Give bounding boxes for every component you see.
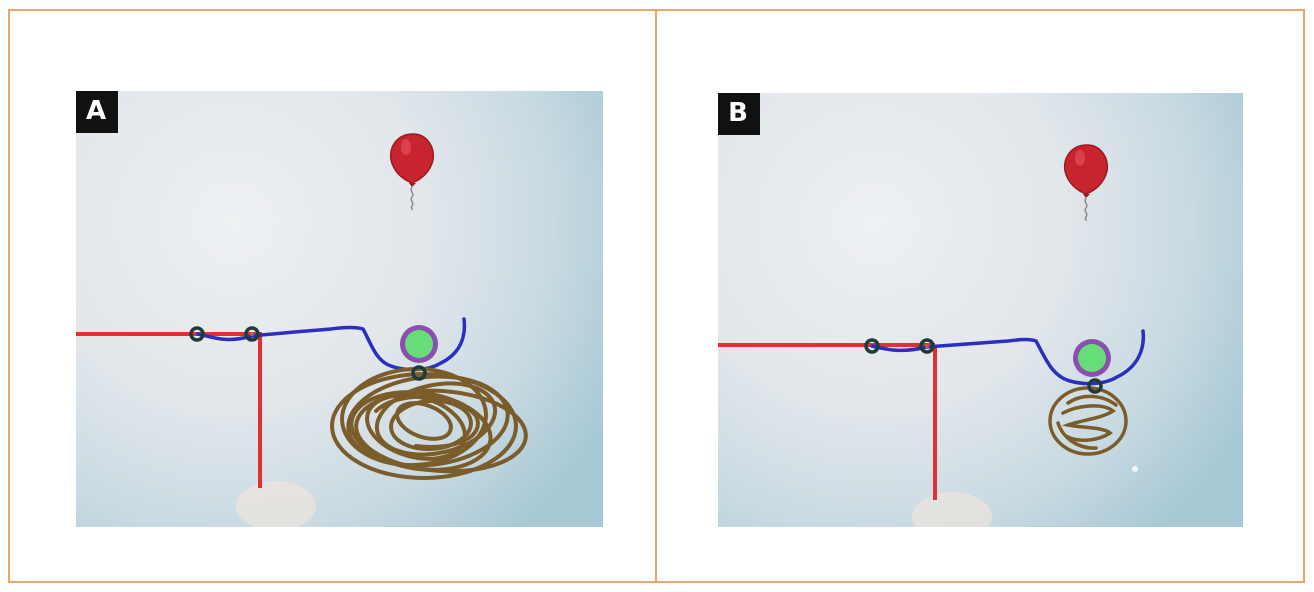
glare-blob <box>236 481 316 527</box>
game-scene-a[interactable]: A <box>76 91 603 527</box>
game-scene-b[interactable]: B <box>718 93 1243 527</box>
pivot-3 <box>1087 378 1103 394</box>
panel-label-a: A <box>76 91 118 133</box>
scene-a-drawing <box>76 133 528 527</box>
brown-scribble <box>1048 386 1128 456</box>
panel-label-b: B <box>718 93 760 135</box>
pivot-1 <box>864 338 880 354</box>
pivot-1 <box>189 326 205 342</box>
pivot-2 <box>244 326 260 342</box>
panel-b: B <box>655 9 1305 583</box>
pivot-3 <box>411 365 427 381</box>
pivot-2 <box>919 338 935 354</box>
ball <box>400 325 438 363</box>
balloon <box>389 133 435 211</box>
sparkle <box>1132 466 1138 472</box>
scene-b-drawing <box>718 144 1146 527</box>
panel-a: A <box>8 9 658 583</box>
ball <box>1073 339 1111 377</box>
glare-blob <box>912 492 992 527</box>
brown-scribble <box>330 366 528 480</box>
balloon <box>1063 144 1109 222</box>
